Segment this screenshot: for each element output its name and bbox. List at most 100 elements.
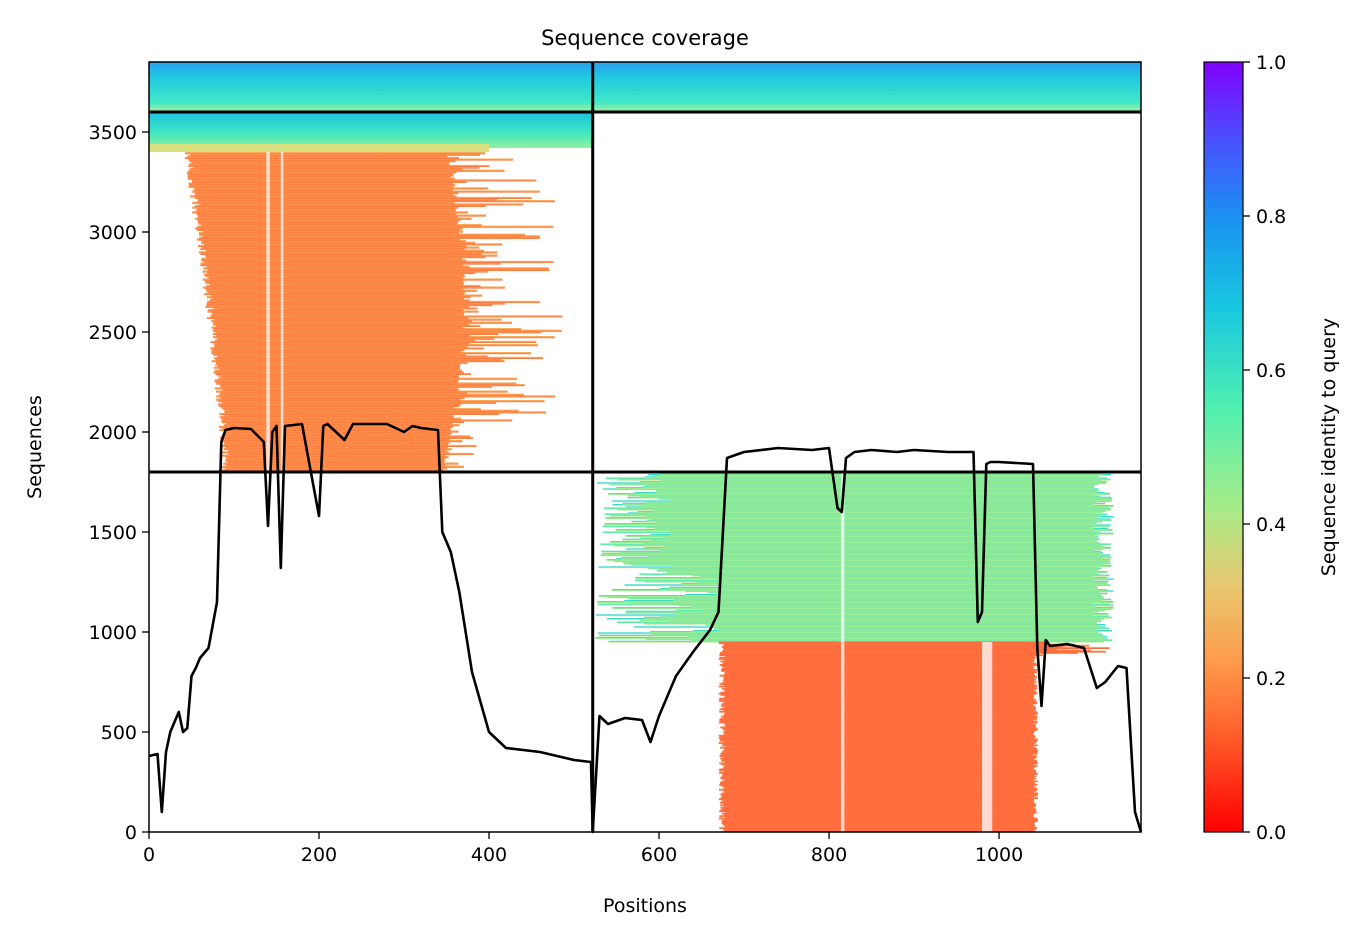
colorbar <box>1203 61 1244 833</box>
coverage-row <box>601 550 1101 553</box>
coverage-row <box>724 761 1038 763</box>
coverage-row <box>221 419 513 422</box>
coverage-row <box>198 244 467 247</box>
coverage-row <box>723 766 1036 768</box>
coverage-row <box>194 192 459 195</box>
coverage-row <box>195 217 472 220</box>
coverage-row <box>626 548 1104 551</box>
y-tick-label: 1000 <box>89 622 137 644</box>
coverage-row <box>713 627 1109 630</box>
coverage-row <box>725 764 1038 767</box>
coverage-row <box>722 679 1035 682</box>
coverage-row <box>221 454 446 457</box>
coverage-row <box>720 806 1034 809</box>
coverage-row <box>644 542 1100 545</box>
coverage-row <box>639 481 1107 483</box>
coverage-row <box>604 523 1096 525</box>
coverage-row <box>191 180 467 183</box>
coverage-row <box>222 433 450 436</box>
coverage-row <box>207 300 540 303</box>
coverage-row <box>720 776 1034 779</box>
coverage-row <box>203 243 503 246</box>
coverage-row <box>721 704 1034 707</box>
y-tick-label: 0 <box>125 822 137 844</box>
coverage-row <box>191 179 537 182</box>
coverage-row <box>216 334 470 337</box>
coverage-row <box>628 512 1095 515</box>
coverage-row <box>721 792 1039 795</box>
coverage-row <box>213 366 460 369</box>
coverage-row <box>644 622 1097 625</box>
coverage-row <box>211 350 462 353</box>
coverage-row <box>194 196 532 199</box>
coverage-row <box>198 232 460 235</box>
coverage-row <box>192 211 468 214</box>
coverage-row <box>597 603 1110 606</box>
paired-block <box>149 62 1141 112</box>
coverage-row <box>202 230 463 233</box>
coverage-row <box>214 339 475 342</box>
coverage-row <box>719 755 1037 757</box>
coverage-row <box>201 240 466 243</box>
coverage-row <box>687 636 1107 638</box>
coverage-row <box>220 392 468 395</box>
coverage-row <box>188 158 514 161</box>
coverage-row <box>724 722 1034 725</box>
coverage-row <box>218 400 545 403</box>
coverage-row <box>723 740 1037 743</box>
coverage-row <box>197 216 458 219</box>
coverage-row <box>627 597 1104 600</box>
coverage-row <box>668 620 1102 623</box>
coverage-row <box>718 628 1097 631</box>
coverage-row <box>192 206 459 209</box>
coverage-row <box>705 624 1105 626</box>
coverage-row <box>722 780 1038 783</box>
colorbar-ticks: 0.0 0.2 0.4 0.6 0.8 1.0 <box>1243 52 1286 844</box>
coverage-row <box>226 422 453 425</box>
coverage-row <box>206 316 469 319</box>
coverage-row <box>602 531 1101 534</box>
coverage-row <box>200 262 501 265</box>
coverage-row <box>189 184 456 187</box>
coverage-row <box>721 688 1038 690</box>
coverage-row <box>723 643 1075 646</box>
coverage-row <box>720 754 1034 756</box>
colorbar-tick-label: 1.0 <box>1256 52 1286 74</box>
coverage-row <box>194 187 489 190</box>
coverage-row <box>721 796 1034 798</box>
coverage-row <box>197 219 461 222</box>
coverage-row <box>211 320 473 323</box>
coverage-row <box>198 222 458 225</box>
y-tick-label: 3500 <box>89 122 137 144</box>
coverage-row <box>188 164 490 167</box>
coverage-row <box>721 703 1034 706</box>
coverage-row <box>221 420 465 423</box>
coverage-row <box>724 713 1037 715</box>
coverage-row <box>718 817 1038 820</box>
coverage-line <box>148 422 1143 834</box>
coverage-row <box>664 536 1099 539</box>
coverage-row <box>723 677 1034 679</box>
coverage-row <box>647 567 1102 570</box>
coverage-row <box>720 793 1039 796</box>
coverage-row <box>612 504 1094 506</box>
coverage-row <box>221 406 455 409</box>
coverage-row <box>228 452 474 455</box>
coverage-row <box>719 710 1037 713</box>
coverage-row <box>723 709 1035 712</box>
coverage-row <box>194 227 463 230</box>
coverage-row <box>719 815 1034 817</box>
y-tick-label: 2000 <box>89 422 137 444</box>
coverage-row <box>722 750 1038 753</box>
coverage-row <box>215 372 471 375</box>
coverage-row <box>210 315 563 318</box>
coverage-row <box>639 495 1101 498</box>
coverage-row <box>719 762 1038 765</box>
coverage-row <box>205 288 464 291</box>
coverage-row <box>203 286 505 289</box>
coverage-row <box>616 621 1097 624</box>
colorbar-tick-label: 0.8 <box>1256 206 1286 228</box>
coverage-row <box>222 427 451 430</box>
coverage-row <box>659 549 1094 552</box>
